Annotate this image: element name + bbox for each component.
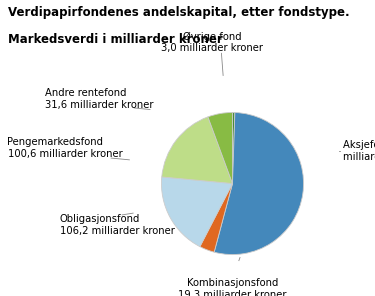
Wedge shape xyxy=(200,184,232,252)
Wedge shape xyxy=(162,117,232,184)
Text: Aksjefond 301,4
milliarder kroner: Aksjefond 301,4 milliarder kroner xyxy=(343,140,375,162)
Text: Andre rentefond
31,6 milliarder kroner: Andre rentefond 31,6 milliarder kroner xyxy=(45,89,153,110)
Text: Øvrige fond
3,0 milliarder kroner: Øvrige fond 3,0 milliarder kroner xyxy=(161,31,263,53)
Text: Verdipapirfondenes andelskapital, etter fondstype.: Verdipapirfondenes andelskapital, etter … xyxy=(8,6,349,19)
Wedge shape xyxy=(214,112,303,255)
Text: Kombinasjonsfond
19,3 milliarder kroner: Kombinasjonsfond 19,3 milliarder kroner xyxy=(178,278,287,296)
Text: Pengemarkedsfond
100,6 milliarder kroner: Pengemarkedsfond 100,6 milliarder kroner xyxy=(8,137,122,159)
Text: Markedsverdi i milliarder kroner: Markedsverdi i milliarder kroner xyxy=(8,33,222,46)
Text: Obligasjonsfond
106,2 milliarder kroner: Obligasjonsfond 106,2 milliarder kroner xyxy=(60,214,175,236)
Wedge shape xyxy=(232,112,235,184)
Wedge shape xyxy=(162,177,232,247)
Wedge shape xyxy=(208,112,232,184)
